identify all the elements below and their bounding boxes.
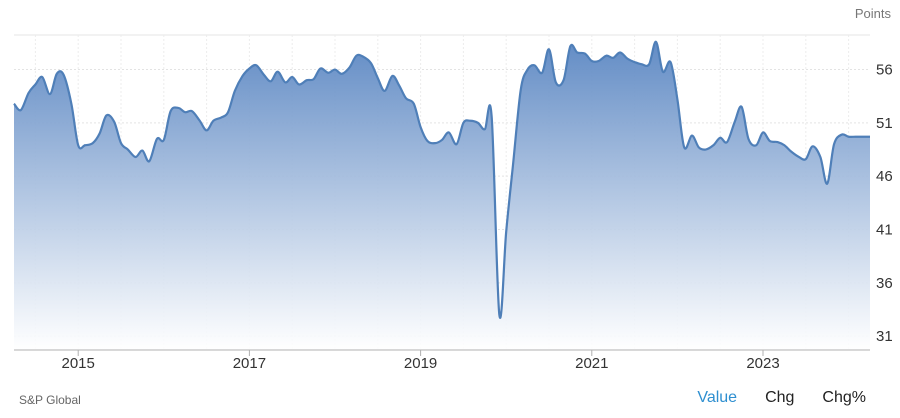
x-axis-ticks: 2015 2017 2019 2021 2023 <box>62 350 780 372</box>
x-tick-label: 2021 <box>575 355 608 372</box>
view-tabs: Value Chg Chg% <box>697 389 866 407</box>
y-tick-label: 51 <box>876 115 893 132</box>
y-tick-label: 36 <box>876 275 893 292</box>
x-tick-label: 2015 <box>62 355 95 372</box>
x-tick-label: 2019 <box>404 355 437 372</box>
area-fill <box>14 41 870 351</box>
x-tick-label: 2023 <box>746 355 779 372</box>
tab-chg-percent[interactable]: Chg% <box>822 389 866 406</box>
y-tick-label: 31 <box>876 328 893 345</box>
tab-value[interactable]: Value <box>697 389 738 406</box>
y-tick-label: 56 <box>876 62 893 79</box>
y-axis-ticks: 31 36 41 46 51 56 <box>876 62 893 346</box>
tab-chg[interactable]: Chg <box>765 389 795 406</box>
unit-label: Points <box>855 6 892 21</box>
y-tick-label: 41 <box>876 222 893 239</box>
source-label: S&P Global <box>19 393 81 407</box>
series-line <box>13 40 870 319</box>
x-tick-label: 2017 <box>233 355 266 372</box>
y-tick-label: 46 <box>876 168 893 185</box>
